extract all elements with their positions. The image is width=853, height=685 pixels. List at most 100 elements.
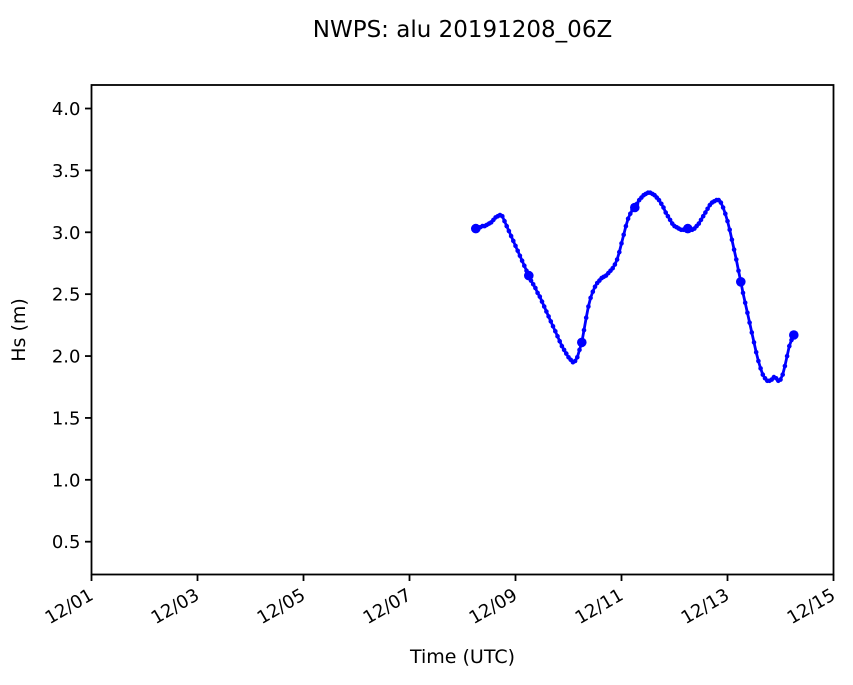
hourly-marker (747, 320, 752, 325)
hourly-marker (572, 358, 578, 364)
hourly-marker (546, 314, 551, 319)
hourly-marker (537, 294, 543, 299)
hourly-marker (621, 232, 626, 238)
hourly-marker (753, 350, 759, 355)
hourly-marker (588, 295, 593, 301)
hourly-marker (723, 211, 728, 216)
hourly-marker (734, 257, 739, 262)
hourly-marker (756, 358, 761, 364)
hourly-marker (515, 248, 520, 254)
hourly-marker (703, 210, 708, 215)
axes-border (90, 84, 835, 576)
hourly-marker (731, 247, 737, 252)
hourly-marker (698, 217, 704, 223)
hourly-marker (511, 238, 516, 244)
hourly-marker (614, 257, 620, 262)
hourly-marker (634, 201, 640, 207)
hourly-marker (718, 200, 724, 205)
hourly-marker (533, 285, 538, 291)
x-axis-label: Time (UTC) (409, 646, 515, 668)
hourly-marker (583, 315, 589, 321)
y-tick-label: 4.0 (52, 99, 81, 120)
daily-marker (524, 270, 534, 281)
hourly-marker (784, 353, 790, 359)
hourly-marker (758, 366, 763, 371)
hourly-marker (592, 284, 598, 290)
y-tick-label: 1.5 (52, 408, 81, 429)
hourly-marker (617, 249, 622, 255)
hourly-marker (553, 329, 558, 334)
hourly-marker (727, 227, 732, 233)
hourly-marker (696, 221, 702, 226)
hourly-marker (720, 205, 726, 210)
hourly-marker (504, 223, 510, 229)
hourly-marker (506, 228, 512, 234)
hourly-marker (508, 233, 514, 239)
hourly-marker (577, 347, 582, 353)
hourly-marker (539, 299, 545, 304)
hourly-marker (661, 205, 666, 210)
hourly-marker (623, 223, 629, 229)
hourly-marker (530, 282, 536, 287)
hourly-marker (535, 290, 540, 296)
hourly-marker (581, 327, 587, 333)
hourly-marker (659, 201, 664, 207)
hourly-marker (548, 319, 554, 324)
hourly-marker (625, 216, 631, 221)
hourly-marker (749, 330, 755, 335)
hourly-marker (550, 324, 556, 329)
y-axis-label: Hs (m) (8, 298, 30, 362)
hourly-marker (513, 243, 518, 249)
hourly-marker (778, 377, 783, 382)
hourly-marker (736, 268, 741, 274)
hourly-marker (760, 372, 766, 377)
y-tick-label: 0.5 (52, 532, 81, 553)
hourly-marker (590, 289, 596, 295)
hourly-marker (555, 333, 560, 339)
hourly-marker (502, 218, 507, 224)
hourly-marker (700, 213, 706, 219)
hourly-marker (780, 372, 785, 377)
hourly-marker (751, 340, 757, 345)
hourly-marker (610, 265, 615, 271)
hourly-marker (612, 262, 618, 267)
data-series (471, 190, 799, 384)
hourly-marker (519, 258, 525, 264)
hourly-marker (586, 304, 591, 309)
hourly-marker (544, 309, 549, 314)
hourly-marker (557, 338, 562, 344)
hourly-marker (517, 253, 523, 259)
hourly-marker (740, 290, 746, 296)
hourly-marker (787, 343, 792, 349)
hourly-marker (705, 206, 710, 212)
hourly-marker (729, 237, 735, 242)
hourly-marker (522, 263, 527, 269)
hourly-marker (665, 213, 671, 219)
hourly-marker (745, 310, 750, 316)
hourly-marker (628, 211, 633, 216)
hourly-marker (725, 218, 730, 224)
hourly-marker (559, 343, 565, 349)
y-tick-label: 2.0 (52, 347, 81, 368)
daily-marker (736, 277, 746, 287)
hourly-marker (667, 217, 673, 223)
chart-title: NWPS: alu 20191208_06Z (313, 17, 612, 43)
hourly-marker (541, 304, 547, 309)
y-tick-label: 2.5 (52, 285, 81, 306)
hourly-marker (782, 363, 788, 369)
hourly-marker (656, 197, 662, 203)
y-tick-label: 3.0 (52, 223, 81, 244)
y-axis: 0.5 1.0 1.5 2.0 2.5 3.0 3.5 4.0 (52, 99, 92, 553)
hourly-marker (742, 300, 748, 306)
y-tick-label: 1.0 (52, 470, 81, 491)
hourly-marker (500, 213, 505, 219)
y-tick-label: 3.5 (52, 161, 81, 182)
hourly-marker (619, 241, 624, 246)
daily-marker (789, 330, 799, 340)
hourly-marker (561, 347, 567, 353)
hourly-marker (575, 355, 580, 360)
daily-marker (577, 337, 587, 348)
